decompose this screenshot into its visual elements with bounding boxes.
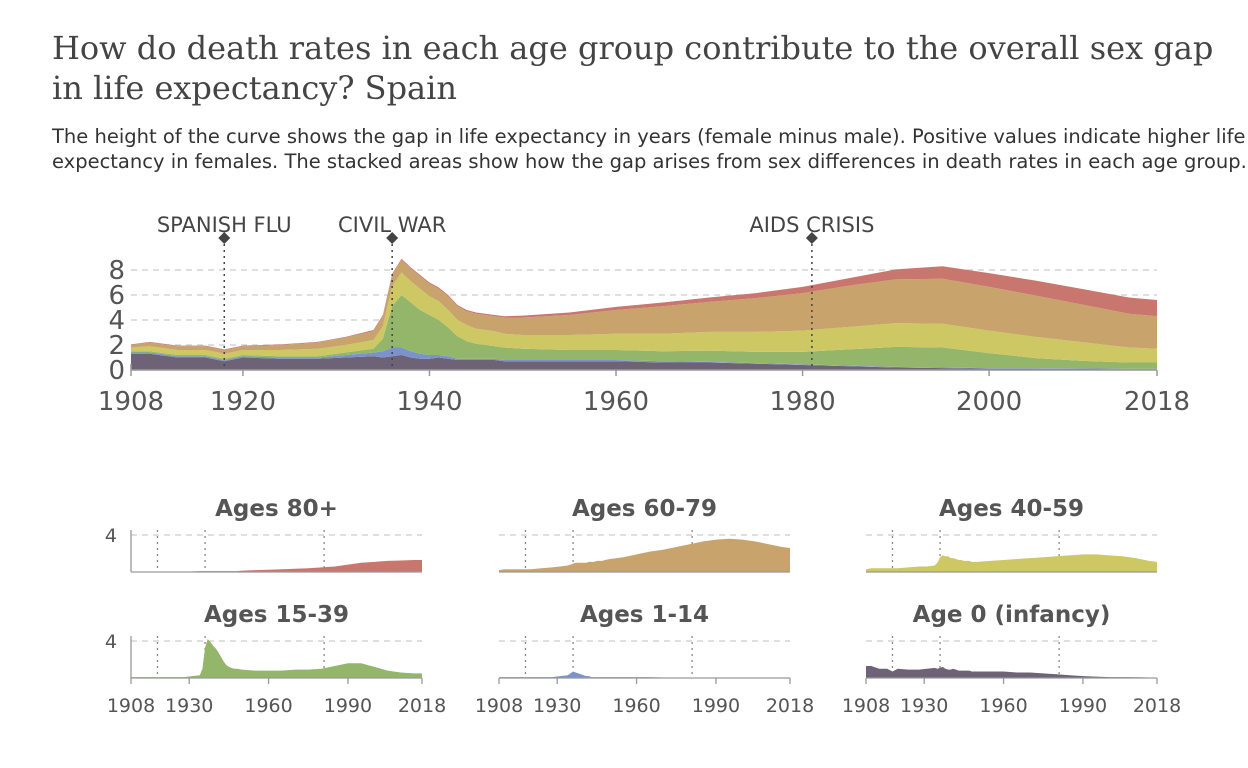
page-subtitle: The height of the curve shows the gap in… bbox=[52, 125, 1247, 173]
x-tick-label: 1990 bbox=[692, 695, 740, 717]
area-series-age15_39[interactable] bbox=[131, 295, 1157, 369]
x-tick-label: 1920 bbox=[210, 387, 276, 417]
y-tick-label: 8 bbox=[108, 256, 125, 286]
x-tick-label: 1930 bbox=[533, 695, 581, 717]
area-series-age1_14[interactable] bbox=[131, 347, 1157, 370]
x-tick-label: 2000 bbox=[956, 387, 1022, 417]
panel-title: Ages 15-39 bbox=[204, 602, 349, 628]
annotation-label: AIDS CRISIS bbox=[749, 213, 874, 237]
y-tick-label: 2 bbox=[108, 331, 125, 361]
annotation-marker[interactable] bbox=[218, 232, 231, 244]
x-tick-label: 2018 bbox=[1133, 695, 1181, 717]
x-tick-label: 1930 bbox=[165, 695, 213, 717]
x-tick-label: 1960 bbox=[612, 695, 660, 717]
area-series-age40_59[interactable] bbox=[131, 272, 1157, 363]
y-tick-label: 6 bbox=[108, 281, 125, 311]
x-tick-label: 1990 bbox=[1059, 695, 1107, 717]
x-tick-label: 1908 bbox=[842, 695, 890, 717]
small-multiples-grid: Ages 80+ 4 Ages 60-79 Ages 40-59 Ages 15-39 4… bbox=[105, 496, 1181, 717]
panel-area-age40_59[interactable] bbox=[866, 554, 1157, 572]
area-series-age80[interactable] bbox=[131, 258, 1157, 350]
annotation-label: SPANISH FLU bbox=[157, 213, 292, 237]
x-tick-label: 1908 bbox=[107, 695, 155, 717]
y-tick-label: 4 bbox=[105, 525, 117, 547]
x-tick-label: 1908 bbox=[475, 695, 523, 717]
x-tick-label: 1960 bbox=[979, 695, 1027, 717]
page-title: How do death rates in each age group con… bbox=[52, 29, 1214, 107]
x-tick-label: 2018 bbox=[1124, 387, 1190, 417]
panel-area-age60_79[interactable] bbox=[499, 538, 790, 572]
y-tick-label: 4 bbox=[105, 631, 117, 653]
x-tick-label: 1908 bbox=[98, 387, 164, 417]
x-tick-label: 1960 bbox=[583, 387, 649, 417]
panel-area-age80[interactable] bbox=[131, 559, 422, 572]
panel-title: Ages 60-79 bbox=[572, 496, 717, 522]
annotation-label: CIVIL WAR bbox=[338, 213, 446, 237]
x-tick-label: 2018 bbox=[766, 695, 814, 717]
panel-title: Ages 40-59 bbox=[939, 496, 1084, 522]
panel-title: Ages 80+ bbox=[215, 496, 338, 522]
area-series-age0[interactable] bbox=[131, 353, 1157, 370]
panel-title: Age 0 (infancy) bbox=[913, 602, 1111, 628]
y-tick-label: 0 bbox=[108, 356, 125, 386]
area-series-age60_79[interactable] bbox=[131, 260, 1157, 354]
panel-area-age0[interactable] bbox=[866, 665, 1157, 678]
panel-area-age15_39[interactable] bbox=[131, 639, 422, 678]
x-tick-label: 1930 bbox=[900, 695, 948, 717]
annotation-marker[interactable] bbox=[386, 232, 399, 244]
panel-area-age1_14[interactable] bbox=[499, 671, 790, 678]
x-tick-label: 2018 bbox=[398, 695, 446, 717]
y-tick-label: 4 bbox=[108, 306, 125, 336]
x-tick-label: 1960 bbox=[244, 695, 292, 717]
x-tick-label: 1980 bbox=[769, 387, 835, 417]
x-tick-label: 1940 bbox=[396, 387, 462, 417]
annotation-marker[interactable] bbox=[805, 232, 818, 244]
x-tick-label: 1990 bbox=[324, 695, 372, 717]
panel-title: Ages 1-14 bbox=[580, 602, 709, 628]
